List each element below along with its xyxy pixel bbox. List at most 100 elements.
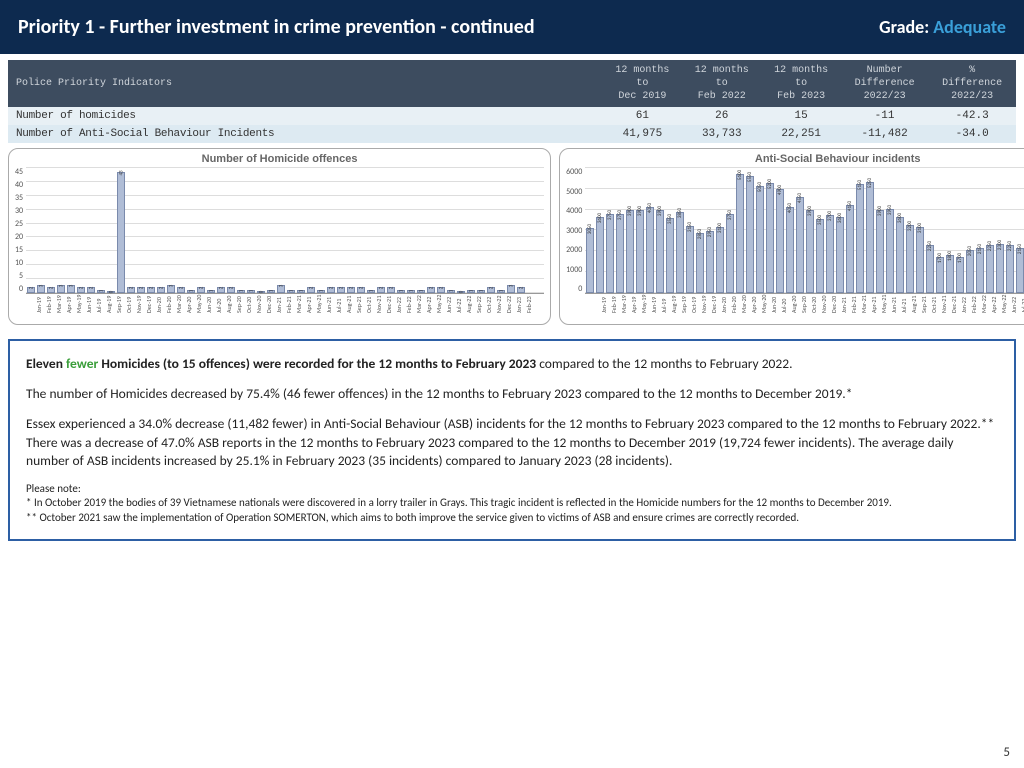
bar: 5250 bbox=[865, 182, 875, 293]
bar: 4150 bbox=[845, 205, 855, 293]
bar: 3 bbox=[276, 285, 286, 293]
bar: 1 bbox=[366, 290, 376, 293]
page-number: 5 bbox=[1003, 745, 1010, 760]
bar: 4050 bbox=[785, 207, 795, 293]
bar: 1 bbox=[476, 290, 486, 293]
table-header: 12 monthstoDec 2019 bbox=[603, 60, 682, 107]
bar: 3200 bbox=[905, 225, 915, 293]
bar: 3900 bbox=[875, 210, 885, 293]
bar: 3750 bbox=[605, 214, 615, 293]
bar: 2250 bbox=[985, 245, 995, 293]
bar: 2250 bbox=[925, 245, 935, 293]
bar: 1700 bbox=[935, 257, 945, 293]
bar: 1 bbox=[316, 290, 326, 293]
bar: 4550 bbox=[795, 197, 805, 293]
bar: 1 bbox=[466, 290, 476, 293]
bar: 3550 bbox=[665, 218, 675, 293]
bar: 2 bbox=[126, 287, 136, 293]
table-row: Number of Anti-Social Behaviour Incident… bbox=[8, 125, 1016, 143]
bar: 1 bbox=[286, 290, 296, 293]
bars-area: 2323322104322223212122110131121222212211… bbox=[26, 167, 544, 294]
bar: 2 bbox=[386, 287, 396, 293]
bar: 3500 bbox=[815, 219, 825, 293]
bar: 1 bbox=[206, 290, 216, 293]
bar: 2 bbox=[146, 287, 156, 293]
bar: 3 bbox=[506, 285, 516, 293]
bar: 3 bbox=[56, 285, 66, 293]
paragraph-2: The number of Homicides decreased by 75.… bbox=[26, 385, 998, 403]
bar: 3900 bbox=[635, 210, 645, 293]
page-header: Priority 1 - Further investment in crime… bbox=[0, 0, 1024, 54]
x-axis: Jan-19Feb-19Mar-19Apr-19May-19Jun-19Jul-… bbox=[44, 294, 544, 322]
bar: 2 bbox=[356, 287, 366, 293]
chart-title: Number of Homicide offences bbox=[15, 153, 544, 165]
homicide-chart: Number of Homicide offences 454035302520… bbox=[8, 148, 551, 325]
bar: 1 bbox=[416, 290, 426, 293]
bar: 1 bbox=[96, 290, 106, 293]
bar: 3700 bbox=[825, 215, 835, 293]
table-row: Number of homicides612615-11-42.3 bbox=[8, 107, 1016, 125]
bar: 3 bbox=[36, 285, 46, 293]
grade-label: Grade: Adequate bbox=[879, 16, 1006, 38]
page-title: Priority 1 - Further investment in crime… bbox=[18, 15, 535, 39]
bar: 3150 bbox=[685, 226, 695, 293]
bar: 2 bbox=[86, 287, 96, 293]
bar: 3850 bbox=[675, 212, 685, 293]
grade-value: Adequate bbox=[933, 16, 1006, 38]
bar: 2 bbox=[76, 287, 86, 293]
bar: 2 bbox=[486, 287, 496, 293]
bar: 2 bbox=[196, 287, 206, 293]
y-axis: 6000500040003000200010000 bbox=[566, 167, 585, 322]
bar: 2050 bbox=[965, 250, 975, 293]
bar: 2 bbox=[216, 287, 226, 293]
bar: 0 bbox=[456, 291, 466, 293]
bar: 2850 bbox=[695, 233, 705, 293]
footnotes: Please note: * In October 2019 the bodie… bbox=[26, 482, 998, 525]
bar: 2 bbox=[336, 287, 346, 293]
bar: 2250 bbox=[1005, 245, 1015, 293]
asb-chart: Anti-Social Behaviour incidents 60005000… bbox=[559, 148, 1024, 325]
table-header: %Difference2022/23 bbox=[928, 60, 1016, 107]
y-axis: 454035302520151050 bbox=[15, 167, 26, 322]
bar: 1800 bbox=[945, 255, 955, 293]
chart-title: Anti-Social Behaviour incidents bbox=[566, 153, 1024, 165]
bar: 2 bbox=[436, 287, 446, 293]
paragraph-3: Essex experienced a 34.0% decrease (11,4… bbox=[26, 415, 998, 470]
table-header: 12 monthstoFeb 2023 bbox=[761, 60, 840, 107]
bar: 3750 bbox=[725, 214, 735, 293]
bar: 4900 bbox=[775, 189, 785, 293]
bar: 1 bbox=[396, 290, 406, 293]
bar: 3750 bbox=[615, 214, 625, 293]
bar: 2 bbox=[306, 287, 316, 293]
bar: 2 bbox=[516, 287, 526, 293]
bar: 5600 bbox=[735, 174, 745, 293]
bar: 5550 bbox=[745, 176, 755, 293]
bar: 3600 bbox=[835, 217, 845, 293]
bar: 1700 bbox=[955, 257, 965, 293]
narrative-box: Eleven fewer Homicides (to 15 offences) … bbox=[8, 339, 1016, 541]
bar: 2 bbox=[426, 287, 436, 293]
bar: 5050 bbox=[755, 186, 765, 293]
bar: 5150 bbox=[855, 184, 865, 293]
bar: 3100 bbox=[715, 227, 725, 293]
bar: 2950 bbox=[705, 231, 715, 293]
bar: 3950 bbox=[885, 209, 895, 293]
bar: 2 bbox=[346, 287, 356, 293]
table-header: NumberDifference2022/23 bbox=[841, 60, 929, 107]
bar: 3900 bbox=[805, 210, 815, 293]
bar: 3600 bbox=[595, 217, 605, 293]
x-axis: Jan-19Feb-19Mar-19Apr-19May-19Jun-19Jul-… bbox=[609, 294, 1024, 322]
bar: 3 bbox=[66, 285, 76, 293]
bar: 2 bbox=[26, 287, 36, 293]
table-header: Police Priority Indicators bbox=[8, 60, 603, 107]
paragraph-1: Eleven fewer Homicides (to 15 offences) … bbox=[26, 355, 998, 373]
table-header: 12 monthstoFeb 2022 bbox=[682, 60, 761, 107]
bar: 2 bbox=[156, 287, 166, 293]
bar: 2 bbox=[376, 287, 386, 293]
bar: 1 bbox=[446, 290, 456, 293]
bar: 2 bbox=[46, 287, 56, 293]
bar: 2 bbox=[176, 287, 186, 293]
bar: 1 bbox=[496, 290, 506, 293]
bar: 1 bbox=[406, 290, 416, 293]
bar: 43 bbox=[116, 172, 126, 293]
